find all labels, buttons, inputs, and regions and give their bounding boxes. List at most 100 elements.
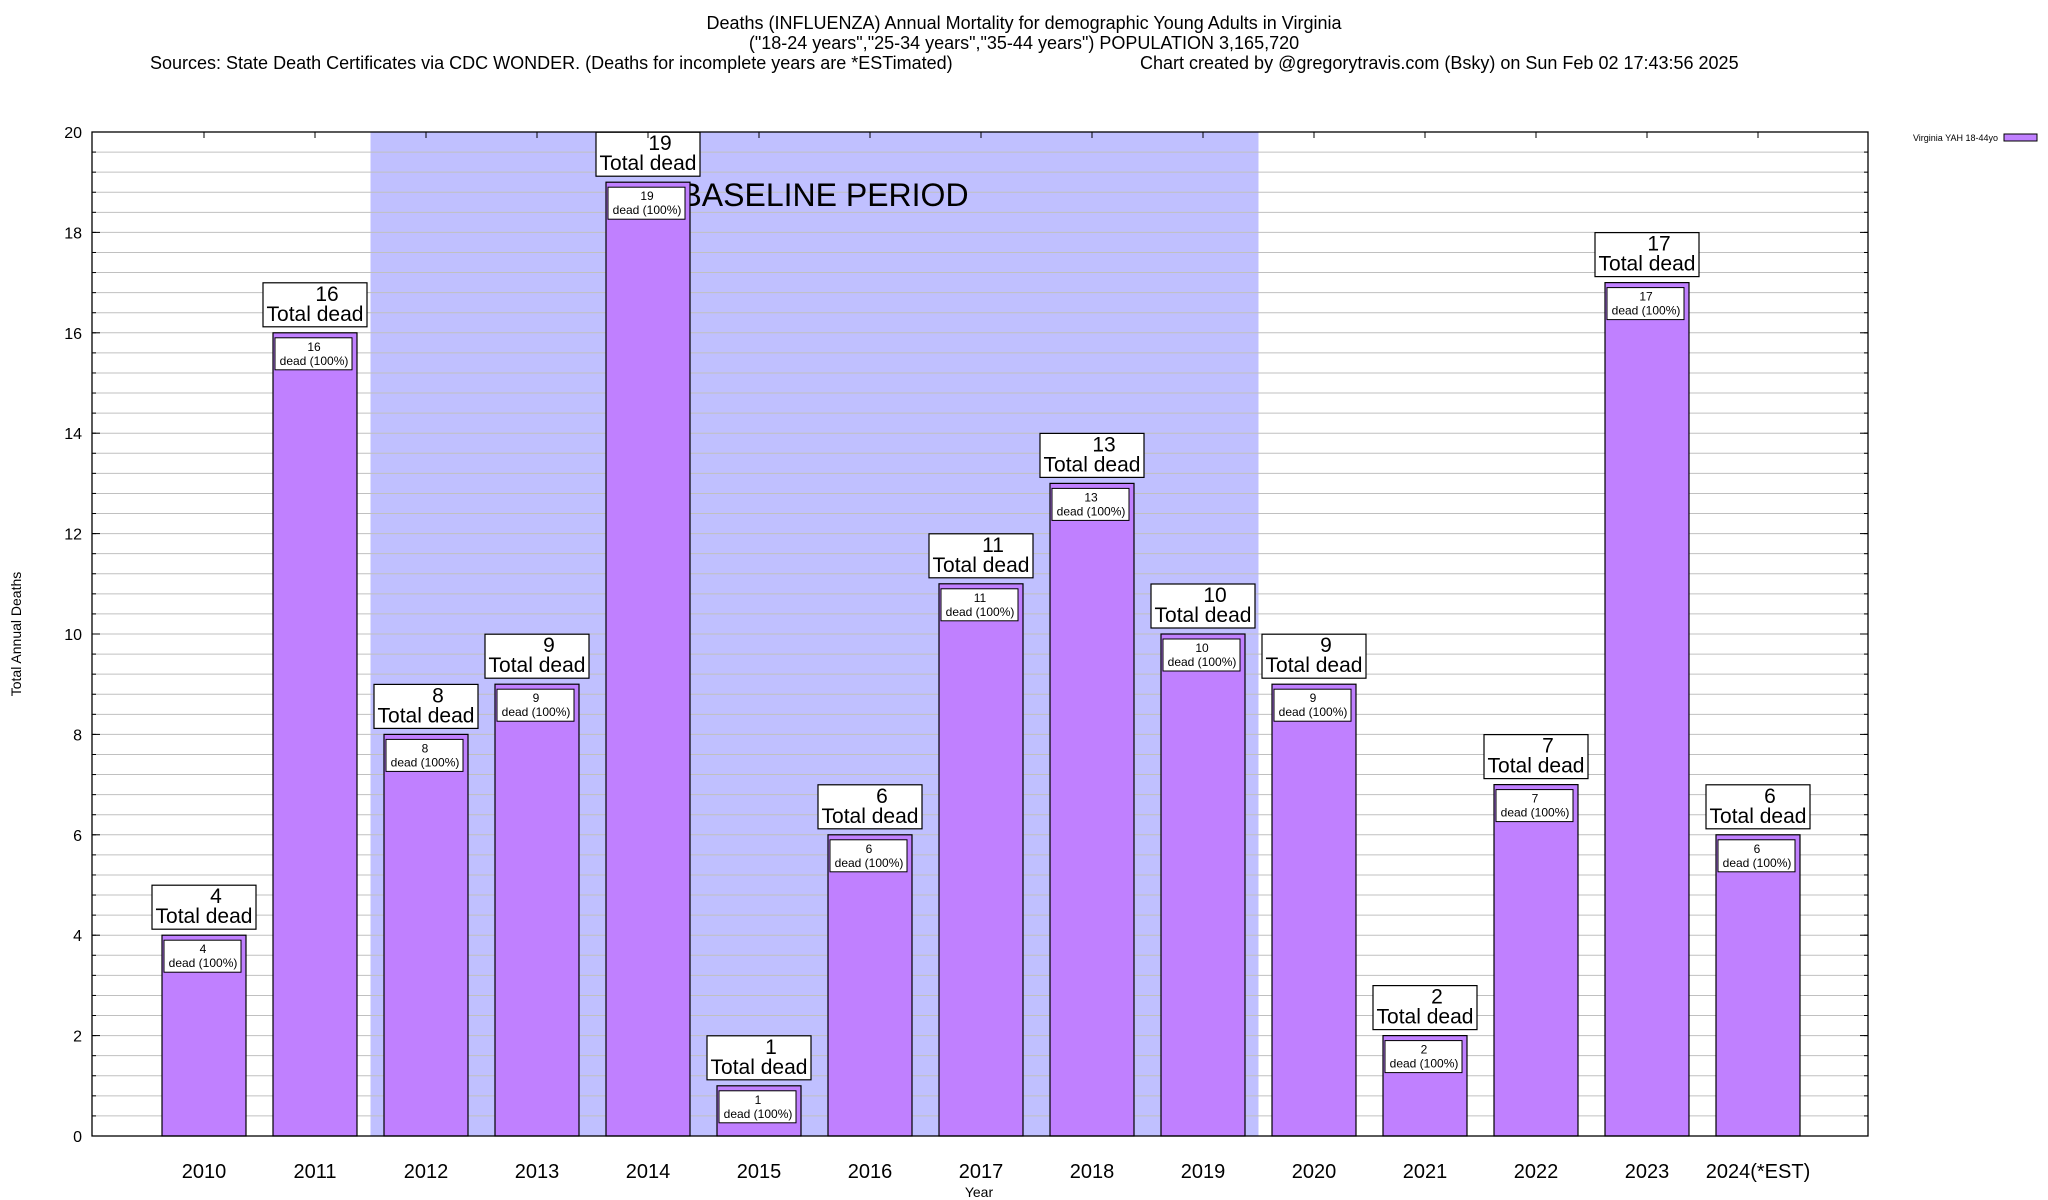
y-tick-label: 10 (64, 627, 82, 644)
bar-inner-value: 19 (640, 189, 654, 203)
y-axis-title: Total Annual Deaths (8, 572, 24, 697)
bar-inner-value: 16 (307, 340, 321, 354)
bar-total-text: Total dead (1599, 253, 1696, 276)
bar-total-text: Total dead (1044, 453, 1141, 476)
bar-inner-text: dead (100%) (502, 705, 571, 719)
x-tick-label: 2013 (515, 1161, 560, 1183)
bar (1160, 633, 1246, 1137)
bar-inner-label-box (829, 839, 908, 873)
legend: Virginia YAH 18-44yo (1913, 133, 2038, 143)
bar-inner-text: dead (100%) (1279, 705, 1348, 719)
x-tick-label: 2020 (1292, 1161, 1337, 1183)
bar-inner-text: dead (100%) (835, 856, 904, 870)
bar-inner-label-box (385, 738, 464, 772)
bar-inner-text: dead (100%) (613, 203, 682, 217)
bar-total-text: Total dead (1488, 755, 1585, 778)
bar-inner-value: 6 (1754, 842, 1761, 856)
bar-total-label-box (817, 784, 923, 830)
x-tick-label: 2024(*EST) (1706, 1161, 1811, 1183)
band-label-layer: BASELINE PERIOD (680, 177, 968, 213)
x-tick-label: 2019 (1181, 1161, 1226, 1183)
bar-total-text: Total dead (267, 303, 364, 326)
bar-inner-text: dead (100%) (1168, 655, 1237, 669)
y-tick-label: 12 (64, 527, 82, 544)
chart-sources: Sources: State Death Certificates via CD… (150, 53, 953, 73)
bar-total-value: 8 (432, 684, 444, 707)
bar-inner-label-box (940, 588, 1019, 622)
x-tick-label: 2022 (1514, 1161, 1559, 1183)
bar-inner-value: 1 (755, 1093, 762, 1107)
bar-total-text: Total dead (600, 152, 697, 175)
bar-total-label-box (1594, 232, 1700, 278)
bar-total-label-box (151, 884, 257, 930)
bar (1604, 282, 1690, 1137)
bar-inner-label-box (1162, 638, 1241, 672)
baseline-band-label: BASELINE PERIOD (680, 177, 968, 213)
bar-total-value: 16 (315, 283, 338, 306)
bar-total-text: Total dead (1266, 654, 1363, 677)
bar-total-text: Total dead (822, 805, 919, 828)
bar-total-text: Total dead (1710, 805, 1807, 828)
bar-total-value: 2 (1431, 986, 1443, 1009)
x-tick-label: 2012 (404, 1161, 449, 1183)
bar-inner-value: 2 (1421, 1043, 1428, 1057)
bar-total-label-box (595, 131, 701, 177)
bar-inner-value: 4 (200, 942, 207, 956)
bar-inner-label-box (607, 186, 686, 220)
bar-inner-label-box (1717, 839, 1796, 873)
bar-total-text: Total dead (1377, 1006, 1474, 1029)
bar (827, 834, 913, 1137)
bar (938, 583, 1024, 1137)
bar-inner-label-box (1384, 1040, 1463, 1074)
bar-inner-text: dead (100%) (946, 605, 1015, 619)
bar (1715, 834, 1801, 1137)
y-tick-label: 18 (64, 225, 82, 242)
bar-inner-value: 9 (533, 691, 540, 705)
bar-total-value: 6 (1764, 785, 1776, 808)
y-tick-label: 14 (64, 426, 82, 443)
bar-total-text: Total dead (711, 1056, 808, 1079)
bar-inner-text: dead (100%) (280, 354, 349, 368)
bar-total-value: 17 (1647, 233, 1670, 256)
x-axis-title: Year (965, 1184, 994, 1200)
bar-inner-value: 9 (1310, 691, 1317, 705)
bar (494, 683, 580, 1137)
bar-total-text: Total dead (156, 905, 253, 928)
bar (383, 733, 469, 1137)
bar-inner-text: dead (100%) (1501, 806, 1570, 820)
bar-inner-label-box (274, 337, 353, 371)
bar-inner-text: dead (100%) (1723, 856, 1792, 870)
y-tick-label: 8 (73, 727, 82, 744)
y-tick-label: 6 (73, 828, 82, 845)
bar-inner-value: 10 (1195, 641, 1209, 655)
bar-total-label-box (1039, 432, 1145, 478)
bar-total-value: 9 (543, 634, 555, 657)
bar-total-label-box (1261, 633, 1367, 679)
bar-inner-value: 8 (422, 741, 429, 755)
bar-total-value: 11 (982, 534, 1004, 557)
bar-inner-label-box (718, 1090, 797, 1124)
bar-total-value: 13 (1092, 433, 1115, 456)
bar-inner-label-box (496, 688, 575, 722)
x-tick-label: 2017 (959, 1161, 1004, 1183)
bar (605, 181, 691, 1137)
bar-total-value: 4 (210, 885, 222, 908)
bar-inner-label-box (1495, 789, 1574, 823)
bar-total-text: Total dead (1155, 604, 1252, 627)
bar-inner-value: 7 (1532, 792, 1539, 806)
chart-subtitle: ("18-24 years","25-34 years","35-44 year… (748, 33, 1300, 53)
bar-inner-value: 13 (1084, 490, 1098, 504)
bar (1271, 683, 1357, 1137)
